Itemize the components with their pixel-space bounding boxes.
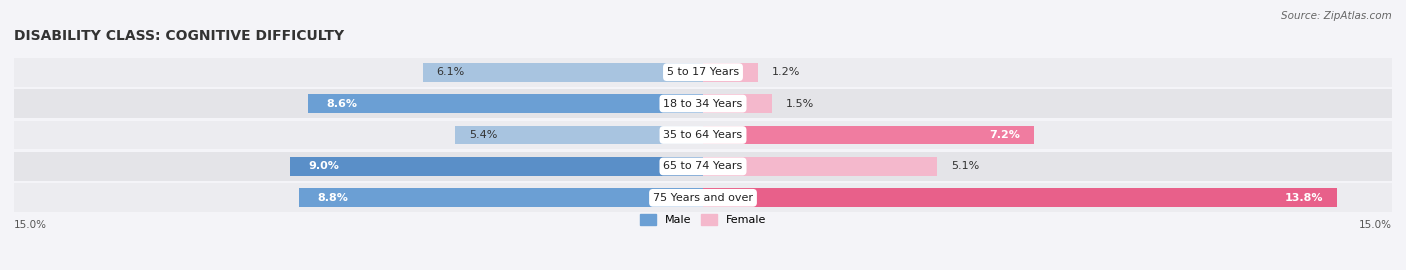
Bar — [308, 94, 703, 113]
Bar — [703, 188, 1337, 207]
Text: 5.4%: 5.4% — [468, 130, 498, 140]
Text: 6.1%: 6.1% — [437, 67, 465, 77]
Text: 35 to 64 Years: 35 to 64 Years — [664, 130, 742, 140]
Text: 75 Years and over: 75 Years and over — [652, 193, 754, 203]
Text: 18 to 34 Years: 18 to 34 Years — [664, 99, 742, 109]
Text: 9.0%: 9.0% — [308, 161, 339, 171]
Text: 15.0%: 15.0% — [1360, 221, 1392, 231]
Bar — [299, 188, 703, 207]
Bar — [703, 94, 772, 113]
Bar — [14, 183, 1392, 212]
Text: DISABILITY CLASS: COGNITIVE DIFFICULTY: DISABILITY CLASS: COGNITIVE DIFFICULTY — [14, 29, 344, 43]
Text: Source: ZipAtlas.com: Source: ZipAtlas.com — [1281, 11, 1392, 21]
Bar — [14, 89, 1392, 118]
Text: 1.5%: 1.5% — [786, 99, 814, 109]
Bar — [290, 157, 703, 176]
Text: 5.1%: 5.1% — [950, 161, 979, 171]
Text: 1.2%: 1.2% — [772, 67, 800, 77]
Legend: Male, Female: Male, Female — [636, 209, 770, 230]
Text: 7.2%: 7.2% — [988, 130, 1019, 140]
Bar — [703, 126, 1033, 144]
Text: 15.0%: 15.0% — [14, 221, 46, 231]
Text: 13.8%: 13.8% — [1285, 193, 1323, 203]
Text: 8.6%: 8.6% — [326, 99, 357, 109]
Bar — [14, 152, 1392, 181]
Bar — [423, 63, 703, 82]
Bar — [14, 58, 1392, 87]
Text: 65 to 74 Years: 65 to 74 Years — [664, 161, 742, 171]
Bar — [456, 126, 703, 144]
Bar — [703, 63, 758, 82]
Bar — [703, 157, 938, 176]
Text: 5 to 17 Years: 5 to 17 Years — [666, 67, 740, 77]
Text: 8.8%: 8.8% — [318, 193, 349, 203]
Bar — [14, 120, 1392, 150]
